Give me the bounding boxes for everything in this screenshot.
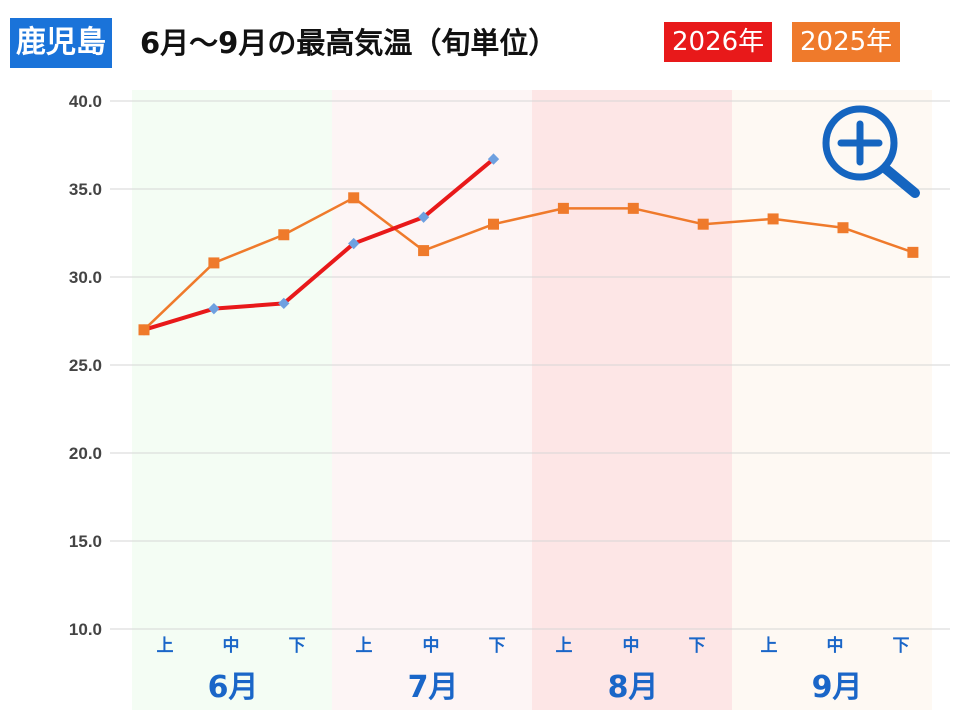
data-point-2025: [767, 213, 779, 225]
x-tick-label: 上: [157, 636, 174, 656]
data-point-2026: [487, 153, 500, 165]
data-point-2025: [557, 202, 569, 214]
y-tick-label: 25.0: [69, 356, 102, 375]
legend-2025: 2025年: [792, 22, 901, 62]
chart-header: 鹿児島 6月～9月の最高気温（旬単位） 2026年 2025年: [0, 0, 960, 80]
gridlines: [110, 100, 950, 630]
y-tick-label: 40.0: [69, 92, 102, 111]
x-tick-label: 中: [827, 635, 844, 656]
city-label: 鹿児島: [10, 18, 112, 68]
x-axis-ticks: 上中下上中下上中下上中下: [157, 635, 910, 656]
x-tick-label: 下: [689, 636, 706, 656]
month-label: 8月: [608, 670, 659, 705]
data-point-2025: [488, 218, 499, 230]
x-tick-label: 中: [623, 635, 640, 656]
y-tick-label: 10.0: [69, 620, 102, 639]
chart-title: 6月～9月の最高気温（旬単位）: [140, 26, 558, 60]
y-tick-label: 20.0: [69, 444, 102, 463]
month-band-4: [732, 90, 932, 710]
month-band-1: [132, 90, 332, 710]
series-line-2026年: [143, 157, 495, 332]
zoom-in-magnifier-icon[interactable]: [822, 105, 920, 198]
y-tick-label: 35.0: [69, 180, 102, 199]
data-point-2025: [208, 257, 220, 269]
month-label: 6月: [208, 670, 259, 705]
y-tick-label: 30.0: [69, 268, 102, 287]
month-bands: [132, 90, 932, 710]
data-point-2025: [697, 218, 709, 230]
month-labels: 6月 7月 8月 9月: [208, 670, 863, 705]
x-tick-label: 下: [489, 636, 506, 656]
data-point-2026: [348, 237, 360, 250]
x-tick-label: 上: [761, 636, 778, 656]
month-label: 7月: [408, 670, 459, 705]
legend-2026: 2026年: [664, 22, 773, 62]
month-band-3: [532, 90, 732, 710]
x-tick-label: 中: [223, 635, 240, 656]
data-point-2025: [837, 222, 849, 234]
series-lines: [138, 153, 919, 336]
series-line-2025年: [143, 196, 914, 331]
x-tick-label: 上: [556, 636, 573, 656]
y-tick-label: 15.0: [69, 532, 102, 551]
data-point-2025: [278, 229, 290, 241]
x-tick-label: 下: [893, 636, 910, 656]
month-band-2: [332, 90, 532, 710]
x-tick-label: 下: [289, 636, 306, 656]
data-point-2025: [907, 246, 919, 258]
x-tick-label: 上: [356, 636, 373, 656]
data-point-2026: [278, 297, 290, 310]
y-axis-ticks: 10.0 15.0 20.0 25.0 30.0 35.0 40.0: [69, 92, 102, 639]
x-tick-label: 中: [423, 635, 440, 656]
month-label: 9月: [812, 670, 863, 705]
data-point-2025: [418, 245, 430, 257]
data-point-2026: [417, 211, 430, 223]
data-point-2025: [627, 202, 639, 214]
data-point-2025: [138, 324, 150, 336]
data-point-2025: [348, 192, 360, 204]
data-point-2026: [208, 303, 220, 315]
